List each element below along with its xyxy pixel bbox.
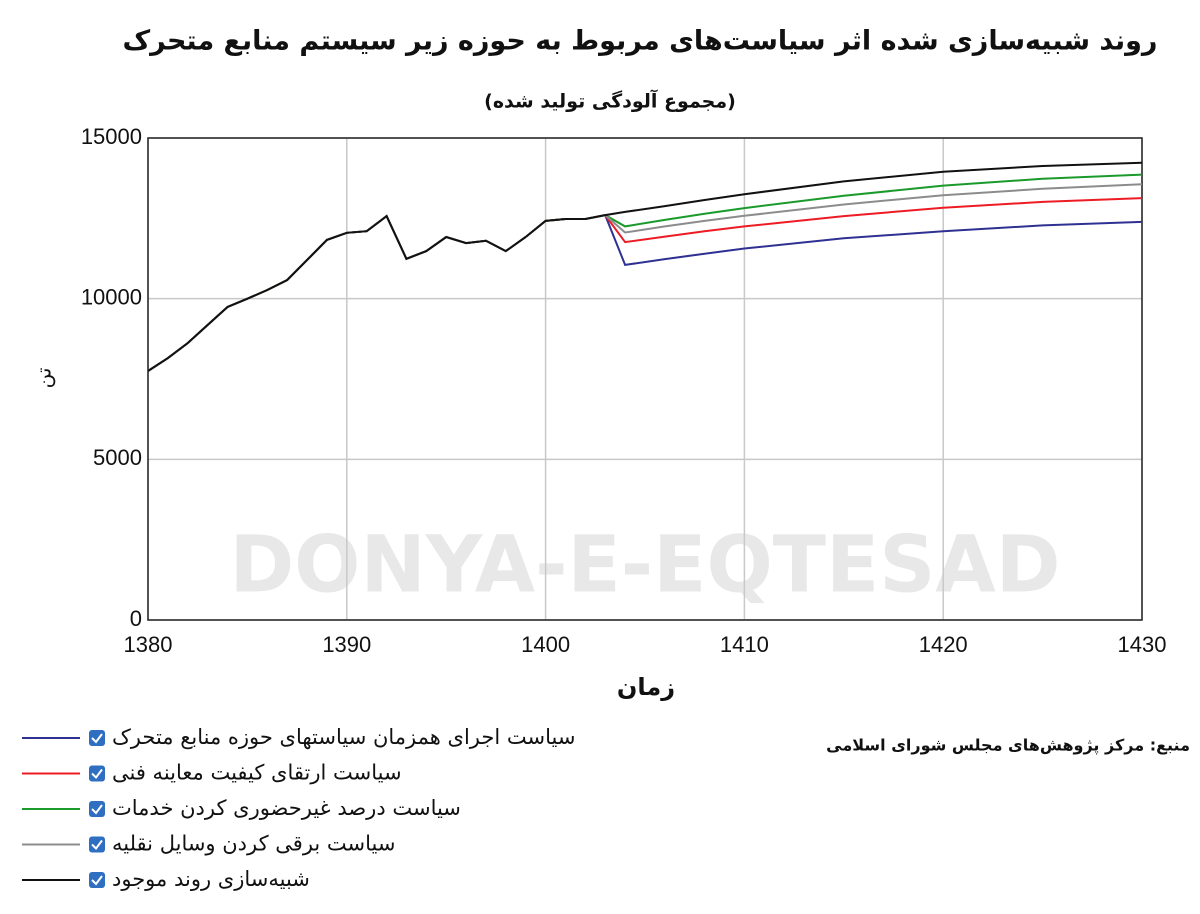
chart-subtitle: (مجموع آلودگی تولید شده) [484,89,736,113]
y-tick-label: 0 [130,606,142,631]
legend-checkbox [89,801,105,817]
source: منبع: مرکز پژوهش‌های مجلس شورای اسلامی [826,736,1190,756]
x-tick-label: 1420 [919,632,968,657]
y-tick-label: 5000 [93,445,142,470]
plot-frame [147,137,1143,621]
series-line [147,183,1143,372]
legend-label: سیاست اجرای همزمان سیاستهای حوزه منابع م… [112,725,575,749]
y-tick-label: 10000 [81,284,142,309]
x-tick-label: 1380 [124,632,173,657]
series-line [147,161,1143,372]
x-tick-label: 1410 [720,632,769,657]
x-tick-label: 1430 [1118,632,1167,657]
legend-check [91,733,103,744]
legend-label: سیاست ارتقای کیفیت معاینه فنی [112,761,402,785]
legend-label: سیاست درصد غیرحضوری کردن خدمات [112,796,461,820]
x-tick-label: 1390 [322,632,371,657]
legend-check [91,804,103,815]
y-axis-label: تن [32,368,56,389]
chart-title: روند شبیه‌سازی شده اثر سیاست‌های مربوط ب… [123,26,1158,57]
legend-check [91,768,103,780]
legend-checkbox [89,730,105,746]
legend-checkbox [89,872,105,888]
legend-checkbox [89,836,105,853]
legend-check [91,839,103,851]
legend-checkbox [89,765,105,782]
legend-label: شبیه‌سازی روند موجود [112,867,310,891]
legend-check [91,875,103,886]
y-tick-label: 15000 [81,124,142,149]
watermark: DONYA-E-EQTESAD [229,520,1060,610]
x-tick-label: 1400 [521,632,570,657]
legend-label: سیاست برقی کردن وسایل نقلیه [112,832,395,856]
x-axis-label: زمان [617,673,675,701]
